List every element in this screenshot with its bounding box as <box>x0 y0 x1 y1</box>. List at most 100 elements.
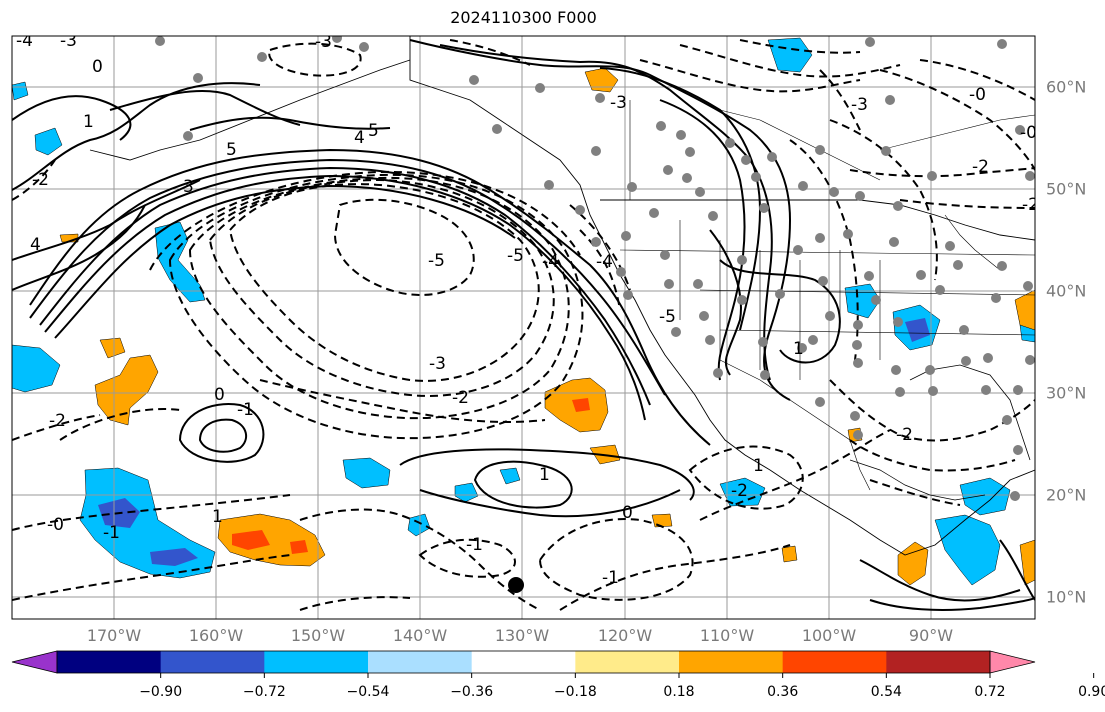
shade-orange <box>651 513 673 528</box>
shade-cyan <box>959 477 1011 516</box>
shade-orange <box>94 354 159 426</box>
colorbar-extend-max <box>989 650 1036 674</box>
latitude-label: 10°N <box>1046 587 1087 607</box>
contour-label: -2 <box>896 425 913 445</box>
contour-label: -1 <box>103 523 120 543</box>
contour-label: -4 <box>596 252 613 272</box>
colorbar-swatch <box>57 651 162 673</box>
colorbar-swatch <box>886 651 991 673</box>
map-background <box>12 36 1035 619</box>
contour-label: -3 <box>851 95 868 115</box>
colorbar-tick-label: −0.36 <box>450 684 494 700</box>
contour-label: -5 <box>428 251 445 271</box>
contour-label: 1 <box>793 339 804 359</box>
latitude-label: 30°N <box>1046 383 1087 403</box>
contour-label-layer: -4 -30-315-2 34-5 -5 -4-3-2-101-2-3-5-4-0-2-… <box>16 31 1039 588</box>
colorbar-tick-label: 0.72 <box>974 684 1006 700</box>
contour-label: -2 <box>972 157 989 177</box>
shade-cyan <box>934 514 1001 586</box>
colorbar-tick-label: 0.54 <box>870 684 902 700</box>
longitude-label: 160°W <box>188 626 244 645</box>
colorbar-tick-label: −0.18 <box>553 684 597 700</box>
colorbar-swatch <box>782 651 887 673</box>
longitude-label: 150°W <box>290 626 346 645</box>
contour-label: 1 <box>539 465 550 485</box>
contour-label: -1 <box>237 400 254 420</box>
colorbar-tick-label: −0.54 <box>346 684 390 700</box>
contour-label: -3 <box>429 354 446 374</box>
longitude-label: 100°W <box>801 626 857 645</box>
shade-cyan <box>34 127 63 156</box>
longitude-label: 120°W <box>597 626 653 645</box>
contour-label: -0 <box>969 85 986 105</box>
shade-cyan <box>454 482 479 503</box>
latitude-label: 40°N <box>1046 281 1087 301</box>
shade-orange <box>99 337 126 359</box>
contour-label: -2 <box>452 388 469 408</box>
map-frame <box>11 35 1036 620</box>
shade-red <box>290 540 308 554</box>
colorbar-tick-label: 0.18 <box>663 684 695 700</box>
marker-point <box>508 577 524 593</box>
contour-label: -5 <box>659 307 676 327</box>
longitude-label: 130°W <box>494 626 550 645</box>
contour-label: 4 <box>354 128 365 148</box>
latitude-label: 50°N <box>1046 179 1087 199</box>
contour-label: -2 <box>32 170 49 190</box>
colorbar-outline <box>56 650 991 674</box>
contour-label: -3 <box>610 93 627 113</box>
shade-orange <box>781 545 798 563</box>
shade-cyan <box>342 457 391 489</box>
negative-contours <box>12 39 1035 611</box>
contour-label: 3 <box>183 177 194 197</box>
contour-label: -0 <box>47 515 64 535</box>
shade-red <box>572 398 590 412</box>
contour-label: -0 <box>1020 123 1037 143</box>
contour-label: -3 <box>315 32 332 52</box>
colorbar-swatch <box>368 651 473 673</box>
contour-label: -2 <box>49 411 66 431</box>
contour-label: 0 <box>214 385 225 405</box>
shade-red <box>232 530 270 550</box>
shade-orange <box>1019 539 1035 586</box>
contour-label: -1 <box>602 568 619 588</box>
contour-label: -4 <box>16 31 33 51</box>
contour-label: -5 <box>507 246 524 266</box>
shade-orange <box>897 541 929 586</box>
contour-label: -3 <box>60 31 77 51</box>
station-markers <box>155 36 1035 501</box>
shade-cyan <box>12 344 61 393</box>
colorbar-tick-label: −0.72 <box>242 684 286 700</box>
colorbar-swatch <box>679 651 784 673</box>
contour-label: -2 <box>1022 195 1039 215</box>
map-title: 2024110300 F000 <box>450 8 597 27</box>
colorbar-swatch <box>575 651 680 673</box>
contour-label: 4 <box>30 235 41 255</box>
colorbar-tick-label: 0.90 <box>1078 684 1105 700</box>
colorbar-swatch <box>471 651 576 673</box>
longitude-label: 90°W <box>908 626 954 645</box>
shade-blue <box>150 548 198 566</box>
contour-label: -4 <box>542 252 559 272</box>
colorbar-tick-label: 0.36 <box>767 684 799 700</box>
shade-cyan <box>499 467 521 485</box>
shade-orange <box>1014 289 1035 331</box>
contour-label: 0 <box>622 503 633 523</box>
contour-label: -1 <box>466 535 483 555</box>
longitude-label: 140°W <box>392 626 448 645</box>
colorbar <box>11 650 1095 678</box>
longitude-label: 110°W <box>699 626 755 645</box>
contour-label: 1 <box>83 112 94 132</box>
colorbar-swatch <box>160 651 265 673</box>
colorbar-extend-min <box>11 650 58 674</box>
contour-label: 5 <box>226 140 237 160</box>
contour-label: 0 <box>92 57 103 77</box>
contour-label: 1 <box>212 507 223 527</box>
positive-contours <box>12 39 1035 611</box>
contour-label: -2 <box>731 481 748 501</box>
colorbar-swatch <box>264 651 369 673</box>
contour-label: 5 <box>368 121 379 141</box>
colorbar-tick-label: −0.90 <box>139 684 183 700</box>
contour-label: 1 <box>753 456 764 476</box>
